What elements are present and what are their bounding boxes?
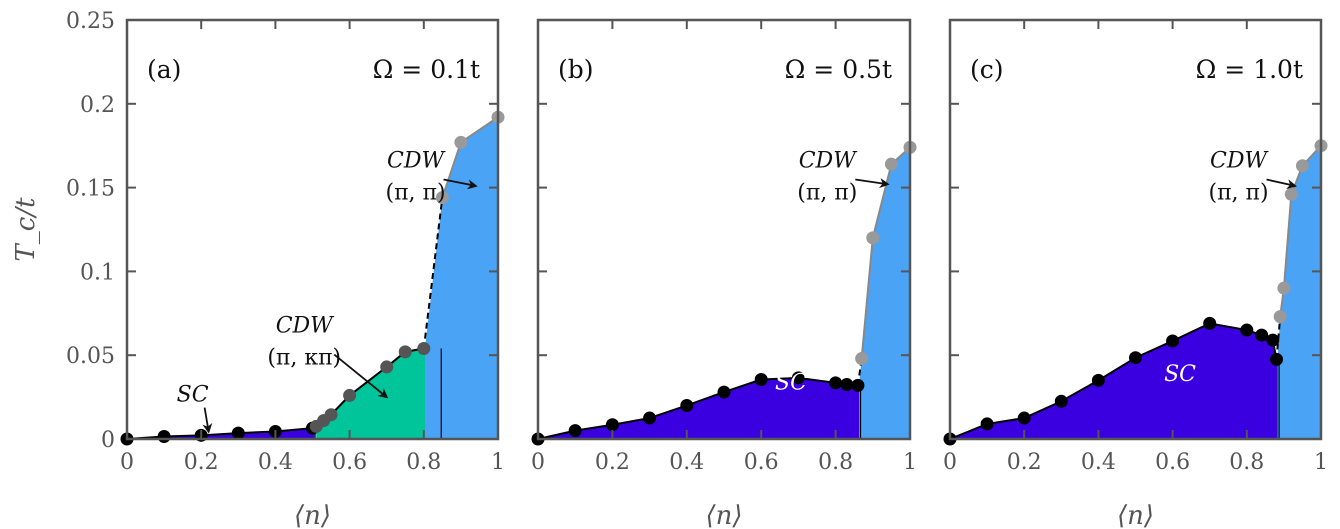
annotation-cdw-wavevector: (π, π)	[386, 180, 446, 205]
plot-frame	[536, 18, 912, 441]
plot-frame	[948, 18, 1323, 441]
omega-label: Ω = 0.1t	[373, 55, 480, 84]
y-tick-label: 0	[101, 428, 115, 453]
data-point	[1273, 310, 1287, 324]
data-point	[1266, 333, 1280, 347]
data-point	[380, 360, 394, 374]
y-tick-label: 0.05	[66, 344, 115, 369]
x-tick-label: 0.4	[258, 450, 293, 475]
region-1	[859, 147, 910, 439]
data-point	[568, 424, 582, 438]
x-tick-label: 0.2	[184, 450, 219, 475]
x-tick-label: 0.2	[1007, 450, 1042, 475]
x-tick-label: 0.4	[669, 450, 704, 475]
data-point	[643, 411, 657, 425]
x-tick-label: 0.8	[1229, 450, 1264, 475]
x-axis-label: ⟨n⟩	[705, 501, 742, 529]
data-point	[791, 371, 805, 385]
data-point	[1091, 373, 1105, 387]
annotation-sc: SC	[1164, 362, 1196, 387]
data-point	[884, 157, 898, 171]
panel-a: 0 0.2 0.4 0.6 0.8 1 0 0.05 0.1 0.15 0.2 0.25 ⟨n⟩ T_c/…	[11, 9, 505, 529]
annotation-cdw-wavevector: (π, π)	[797, 180, 857, 205]
x-tick-label: 0.4	[1081, 450, 1116, 475]
data-point	[754, 373, 768, 387]
data-point	[1277, 281, 1291, 295]
data-point	[398, 345, 412, 359]
y-tick-label: 0.1	[80, 260, 115, 285]
transition-dashed-2	[422, 197, 444, 349]
data-point	[717, 385, 731, 399]
annotation-sc: SC	[177, 383, 209, 408]
x-tick-label: 1	[1314, 450, 1328, 475]
region-0	[950, 323, 1279, 439]
y-tick-label: 0.15	[66, 177, 115, 202]
data-point	[840, 378, 854, 392]
data-point	[1255, 328, 1269, 342]
data-point	[1129, 351, 1142, 365]
boundary-line-1	[860, 146, 911, 359]
x-tick-label: 1	[903, 450, 917, 475]
annotation-sc: SC	[775, 370, 807, 395]
x-tick-label: 1	[491, 450, 505, 475]
data-point	[1203, 316, 1217, 330]
x-tick-label: 0.6	[1155, 450, 1190, 475]
data-point	[417, 341, 431, 355]
plot-frame	[125, 18, 500, 441]
x-tick-label: 0.8	[818, 450, 853, 475]
annotation-arrow	[855, 178, 890, 189]
data-point	[157, 429, 171, 443]
panel-label: (b)	[558, 55, 594, 84]
annotation-arrow	[1266, 178, 1297, 190]
data-point	[1240, 323, 1254, 337]
annotation-cdw-wavevector: (π, π)	[1209, 180, 1269, 205]
x-axis-label: ⟨n⟩	[294, 501, 331, 529]
data-point	[855, 352, 869, 366]
x-tick-label: 0.6	[332, 450, 367, 475]
panel-label: (a)	[147, 55, 181, 84]
data-point	[829, 376, 843, 390]
data-point	[1017, 411, 1031, 425]
data-point	[454, 135, 468, 149]
panel-b: 0 0.2 0.4 0.6 0.8 1 ⟨n⟩ (b) Ω = 0.5t SC CDW (π, π)	[531, 18, 917, 529]
x-tick-label: 0	[943, 450, 957, 475]
y-tick-label: 0.2	[80, 93, 115, 118]
data-point	[231, 426, 245, 440]
x-tick-label: 0	[120, 450, 134, 475]
region-1	[1277, 145, 1321, 439]
annotation-arrow	[443, 178, 478, 190]
omega-label: Ω = 1.0t	[1196, 55, 1303, 84]
data-point	[435, 191, 449, 205]
data-point	[343, 388, 357, 402]
annotation-arrow	[202, 407, 213, 434]
x-tick-label: 0.2	[595, 450, 630, 475]
data-point	[980, 417, 994, 431]
data-point	[680, 398, 694, 412]
data-point	[851, 378, 865, 392]
data-point	[1166, 334, 1180, 348]
annotation-cdw-wavevector: (π, κπ)	[267, 346, 341, 371]
data-point	[1054, 394, 1068, 408]
data-point	[605, 418, 619, 432]
omega-label: Ω = 0.5t	[785, 55, 892, 84]
annotation-cdw: CDW	[1210, 148, 1269, 173]
data-point	[1269, 352, 1283, 366]
data-point	[866, 231, 880, 245]
x-axis-label: ⟨n⟩	[1117, 501, 1154, 529]
annotation-cdw: CDW	[387, 148, 446, 173]
y-tick-label: 0.25	[66, 9, 115, 34]
x-tick-label: 0	[531, 450, 545, 475]
x-tick-label: 0.6	[744, 450, 779, 475]
y-axis-label: T_c/t	[11, 197, 41, 262]
annotation-cdw: CDW	[799, 148, 858, 173]
data-point	[324, 408, 338, 422]
panel-c: 0 0.2 0.4 0.6 0.8 1 ⟨n⟩ (c) Ω = 1.0t SC CDW (π, π)	[943, 18, 1328, 529]
annotation-arrow	[333, 353, 389, 399]
x-tick-label: 0.8	[406, 450, 441, 475]
data-point	[1284, 187, 1298, 201]
data-point	[1295, 159, 1309, 173]
panel-label: (c)	[970, 55, 1004, 84]
annotation-cdw: CDW	[276, 314, 335, 339]
